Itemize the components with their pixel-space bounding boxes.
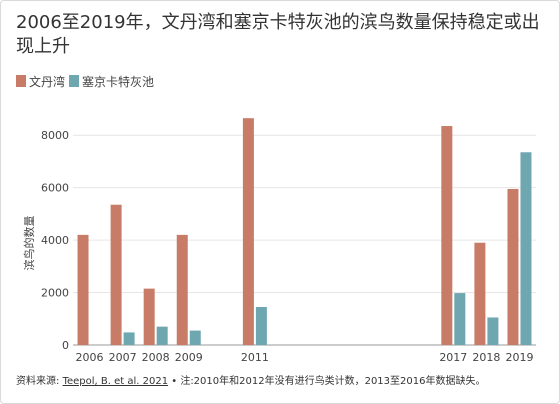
bar-wendan-bay-2018 (474, 242, 486, 345)
y-axis-label: 滨鸟的数量 (22, 216, 36, 271)
x-tick-labels: 2006 2007 2008 2009 2011 2017 2018 2019 (76, 351, 534, 364)
legend-swatch-wendan-bay (16, 75, 26, 87)
bar-ash-pond-2011 (255, 306, 267, 345)
x-tick-label: 2006 (76, 351, 104, 364)
y-tick-labels: 0 2000 4000 6000 8000 (41, 129, 69, 352)
x-tick-label: 2019 (505, 351, 533, 364)
bar-ash-pond-2019 (520, 152, 532, 345)
bar-wendan-bay-2019 (507, 188, 519, 345)
legend-swatch-ash-pond (69, 75, 80, 87)
bar-ash-pond-2017 (454, 293, 466, 345)
source-prefix: 资料来源: (16, 376, 63, 387)
y-tick-label: 4000 (41, 234, 69, 247)
bar-wendan-bay-2006 (77, 234, 89, 345)
x-tick-label: 2008 (142, 351, 170, 364)
legend-label-wendan-bay: 文丹湾 (29, 74, 66, 89)
x-tick-label: 2011 (241, 351, 269, 364)
gridlines (73, 134, 536, 346)
bar-chart: 0 2000 4000 6000 8000 滨鸟的数量 2006 2007 2008 2009… (22, 118, 536, 364)
x-tick-label: 2009 (175, 351, 203, 364)
legend-item-wendan-bay: 文丹湾 (16, 73, 65, 90)
bar-wendan-bay-2008 (143, 288, 155, 345)
y-tick-label: 2000 (41, 287, 69, 300)
bar-wendan-bay-2011 (242, 118, 254, 345)
legend: 文丹湾 塞京卡特灰池 (16, 73, 158, 89)
legend-item-ash-pond: 塞京卡特灰池 (69, 73, 154, 90)
bar-wendan-bay-2017 (441, 126, 453, 345)
y-tick-label: 6000 (41, 182, 69, 195)
bar-ash-pond-2009 (189, 330, 201, 345)
legend-label-ash-pond: 塞京卡特灰池 (82, 74, 155, 89)
bar-ash-pond-2007 (123, 332, 135, 345)
bar-ash-pond-2018 (487, 317, 499, 345)
bars (77, 118, 532, 345)
x-tick-label: 2017 (439, 351, 467, 364)
y-tick-label: 8000 (41, 129, 69, 142)
x-tick-label: 2007 (109, 351, 137, 364)
chart-title: 2006至2019年，文丹湾和塞京卡特灰池的滨鸟数量保持稳定或出现上升 (16, 12, 540, 57)
source-link[interactable]: Teepol, B. et al. 2021 (62, 376, 169, 387)
footer-note: • 注:2010年和2012年没有进行鸟类计数，2013至2016年数据缺失。 (168, 376, 486, 387)
x-tick-label: 2018 (472, 351, 500, 364)
bar-ash-pond-2008 (156, 326, 168, 345)
bar-wendan-bay-2007 (110, 204, 122, 345)
footer: 资料来源: Teepol, B. et al. 2021 • 注:2010年和2… (16, 375, 556, 389)
bar-wendan-bay-2009 (176, 234, 188, 345)
y-tick-label: 0 (62, 339, 69, 352)
